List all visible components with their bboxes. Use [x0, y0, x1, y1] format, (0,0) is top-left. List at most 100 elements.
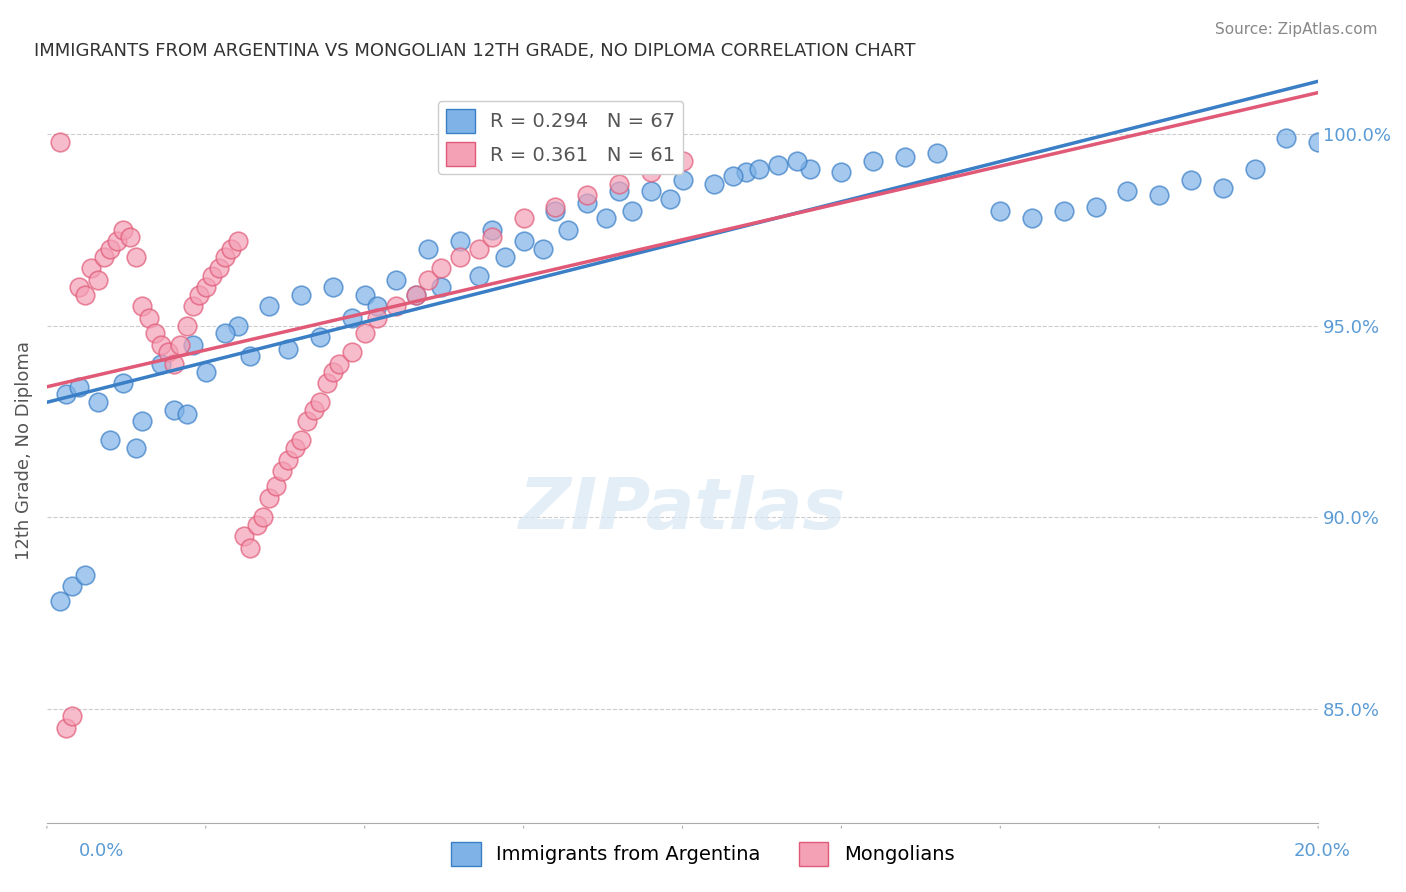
Point [252, 510, 274, 524]
Point [766, 158, 789, 172]
Point [315, 376, 337, 390]
Point [105, 235, 128, 249]
Point [309, 395, 332, 409]
Point [620, 203, 643, 218]
Point [512, 211, 534, 226]
Point [277, 342, 299, 356]
Point [302, 402, 325, 417]
Point [640, 185, 662, 199]
Point [405, 288, 427, 302]
Point [259, 491, 281, 505]
Point [150, 337, 173, 351]
Point [169, 337, 191, 351]
Point [112, 376, 135, 390]
Point [163, 357, 186, 371]
Point [67, 380, 90, 394]
Point [73, 567, 96, 582]
Point [322, 280, 344, 294]
Point [290, 434, 312, 448]
Point [219, 242, 242, 256]
Point [290, 288, 312, 302]
Point [799, 161, 821, 176]
Point [607, 185, 630, 199]
Point [748, 161, 770, 176]
Point [87, 395, 110, 409]
Point [118, 230, 141, 244]
Point [862, 153, 884, 168]
Text: 20.0%: 20.0% [1294, 842, 1350, 860]
Point [1116, 185, 1139, 199]
Point [703, 177, 725, 191]
Point [181, 300, 204, 314]
Point [55, 387, 77, 401]
Point [181, 337, 204, 351]
Point [328, 357, 350, 371]
Point [640, 165, 662, 179]
Text: 0.0%: 0.0% [79, 842, 124, 860]
Point [988, 203, 1011, 218]
Point [188, 288, 211, 302]
Point [1308, 135, 1330, 149]
Point [277, 452, 299, 467]
Point [232, 529, 254, 543]
Point [131, 300, 153, 314]
Point [449, 235, 471, 249]
Point [93, 250, 115, 264]
Point [322, 364, 344, 378]
Point [246, 517, 269, 532]
Point [481, 230, 503, 244]
Point [925, 146, 948, 161]
Point [100, 242, 122, 256]
Point [131, 414, 153, 428]
Point [194, 364, 217, 378]
Legend: R = 0.294   N = 67, R = 0.361   N = 61: R = 0.294 N = 67, R = 0.361 N = 61 [439, 102, 683, 174]
Point [418, 272, 440, 286]
Text: IMMIGRANTS FROM ARGENTINA VS MONGOLIAN 12TH GRADE, NO DIPLOMA CORRELATION CHART: IMMIGRANTS FROM ARGENTINA VS MONGOLIAN 1… [34, 42, 915, 60]
Point [385, 300, 408, 314]
Point [100, 434, 122, 448]
Point [658, 192, 681, 206]
Legend: Immigrants from Argentina, Mongolians: Immigrants from Argentina, Mongolians [443, 834, 963, 873]
Point [176, 407, 198, 421]
Point [340, 310, 363, 325]
Point [55, 721, 77, 735]
Point [239, 541, 262, 555]
Point [786, 153, 808, 168]
Point [201, 268, 224, 283]
Point [239, 349, 262, 363]
Point [1180, 173, 1202, 187]
Point [309, 330, 332, 344]
Point [1212, 180, 1234, 194]
Point [353, 326, 375, 341]
Point [48, 135, 70, 149]
Point [340, 345, 363, 359]
Point [576, 188, 599, 202]
Point [87, 272, 110, 286]
Point [194, 280, 217, 294]
Point [60, 709, 83, 723]
Point [1084, 200, 1107, 214]
Point [607, 177, 630, 191]
Point [481, 223, 503, 237]
Point [531, 242, 554, 256]
Point [723, 169, 745, 184]
Point [264, 479, 287, 493]
Point [494, 250, 516, 264]
Point [894, 150, 917, 164]
Point [112, 223, 135, 237]
Point [259, 300, 281, 314]
Text: ZIPatlas: ZIPatlas [519, 475, 846, 544]
Point [80, 261, 103, 276]
Point [1021, 211, 1043, 226]
Point [284, 441, 307, 455]
Point [125, 441, 148, 455]
Point [557, 223, 579, 237]
Point [125, 250, 148, 264]
Point [60, 579, 83, 593]
Point [366, 300, 388, 314]
Point [1275, 131, 1298, 145]
Point [544, 200, 567, 214]
Point [468, 268, 491, 283]
Point [138, 310, 160, 325]
Point [48, 594, 70, 608]
